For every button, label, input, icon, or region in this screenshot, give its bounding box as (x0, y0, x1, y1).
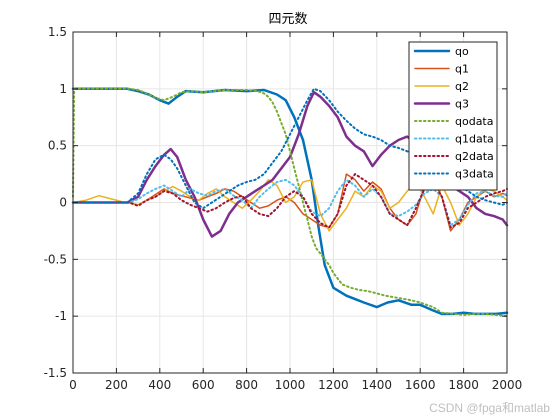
series-line-qo (71, 87, 509, 316)
legend: qo q1 q2 q3 qodata q1data q2data q3data (408, 41, 498, 191)
legend-box (408, 41, 498, 191)
legend-label-q1data: q1data (455, 133, 494, 146)
x-tick-label: 600 (192, 378, 215, 392)
legend-label-q2: q2 (455, 80, 469, 93)
y-tick-label: 0 (59, 196, 67, 210)
y-tick-label: 1.5 (48, 25, 67, 39)
x-tick-label: 1600 (405, 378, 436, 392)
x-tick-label: 400 (148, 378, 171, 392)
chart-title: 四元数 (268, 12, 307, 27)
x-tick-label: 1000 (275, 378, 306, 392)
series-layer (71, 87, 509, 318)
y-tick-label: -1 (55, 309, 67, 323)
x-tick-label: 2000 (492, 378, 523, 392)
legend-label-q1: q1 (455, 63, 469, 76)
x-tick-label: 0 (69, 378, 77, 392)
legend-label-q3: q3 (455, 98, 469, 111)
x-tick-label: 1800 (448, 378, 479, 392)
legend-label-q2data: q2data (455, 150, 494, 163)
y-tick-label: 0.5 (48, 139, 67, 153)
axes: 0 200 400 600 800 1000 1200 1400 1600 1800 2000 1.5… (44, 25, 523, 392)
y-tick-label: 1 (59, 82, 67, 96)
legend-label-qodata: qodata (455, 115, 494, 128)
legend-label-qo: qo (455, 45, 469, 58)
watermark: CSDN @fpga和matlab (429, 401, 550, 415)
series-line-qodata (72, 87, 508, 318)
series-line-q2data (72, 173, 508, 229)
x-tick-label: 1400 (362, 378, 393, 392)
legend-label-q3data: q3data (455, 168, 494, 181)
y-tick-label: -1.5 (44, 366, 67, 380)
y-tick-label: -0.5 (44, 252, 67, 266)
x-tick-label: 1200 (318, 378, 349, 392)
x-tick-label: 200 (105, 378, 128, 392)
x-tick-label: 800 (235, 378, 258, 392)
